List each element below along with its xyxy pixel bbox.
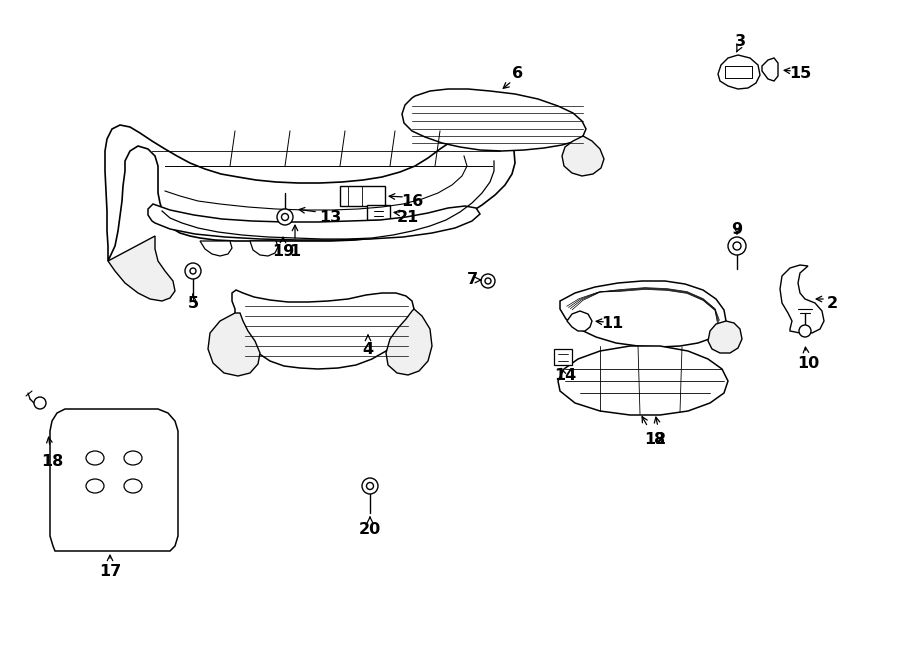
Ellipse shape	[86, 479, 104, 493]
Polygon shape	[250, 241, 278, 256]
Text: 13: 13	[319, 210, 341, 225]
Polygon shape	[108, 236, 175, 301]
Polygon shape	[386, 309, 432, 375]
Polygon shape	[232, 290, 414, 369]
Text: 15: 15	[789, 65, 811, 81]
Polygon shape	[200, 241, 232, 256]
Text: 10: 10	[796, 356, 819, 371]
Polygon shape	[554, 349, 572, 365]
Circle shape	[282, 214, 289, 221]
Text: 7: 7	[466, 272, 478, 286]
Polygon shape	[560, 281, 726, 347]
Circle shape	[277, 209, 293, 225]
Polygon shape	[558, 346, 728, 415]
Polygon shape	[50, 409, 178, 551]
Text: 3: 3	[734, 34, 745, 48]
Polygon shape	[367, 205, 390, 220]
Text: 16: 16	[400, 194, 423, 208]
Polygon shape	[780, 265, 824, 333]
Polygon shape	[402, 89, 586, 151]
Circle shape	[185, 263, 201, 279]
Text: 4: 4	[363, 342, 374, 356]
Text: 8: 8	[654, 432, 666, 446]
Ellipse shape	[86, 451, 104, 465]
Text: 19: 19	[272, 243, 294, 258]
Circle shape	[366, 483, 373, 490]
Polygon shape	[208, 313, 260, 376]
Polygon shape	[148, 204, 480, 240]
Polygon shape	[340, 186, 385, 206]
Circle shape	[733, 242, 741, 250]
Text: 12: 12	[644, 432, 666, 446]
Text: 6: 6	[512, 65, 524, 81]
Circle shape	[485, 278, 491, 284]
Text: 11: 11	[601, 315, 623, 330]
Circle shape	[190, 268, 196, 274]
Text: 2: 2	[826, 295, 838, 311]
Polygon shape	[567, 311, 592, 331]
Ellipse shape	[124, 451, 142, 465]
Polygon shape	[762, 58, 778, 81]
Circle shape	[362, 478, 378, 494]
Text: 9: 9	[732, 221, 742, 237]
Ellipse shape	[124, 479, 142, 493]
Circle shape	[799, 325, 811, 337]
Text: 5: 5	[187, 295, 199, 311]
Circle shape	[728, 237, 746, 255]
Circle shape	[481, 274, 495, 288]
Polygon shape	[105, 125, 515, 261]
Text: 1: 1	[290, 243, 301, 258]
Text: 18: 18	[40, 453, 63, 469]
Text: 14: 14	[554, 368, 576, 383]
Text: 21: 21	[397, 210, 419, 225]
Polygon shape	[718, 55, 760, 89]
Text: 20: 20	[359, 522, 381, 537]
Text: 17: 17	[99, 563, 122, 578]
Polygon shape	[562, 136, 604, 176]
Polygon shape	[708, 321, 742, 353]
Circle shape	[34, 397, 46, 409]
